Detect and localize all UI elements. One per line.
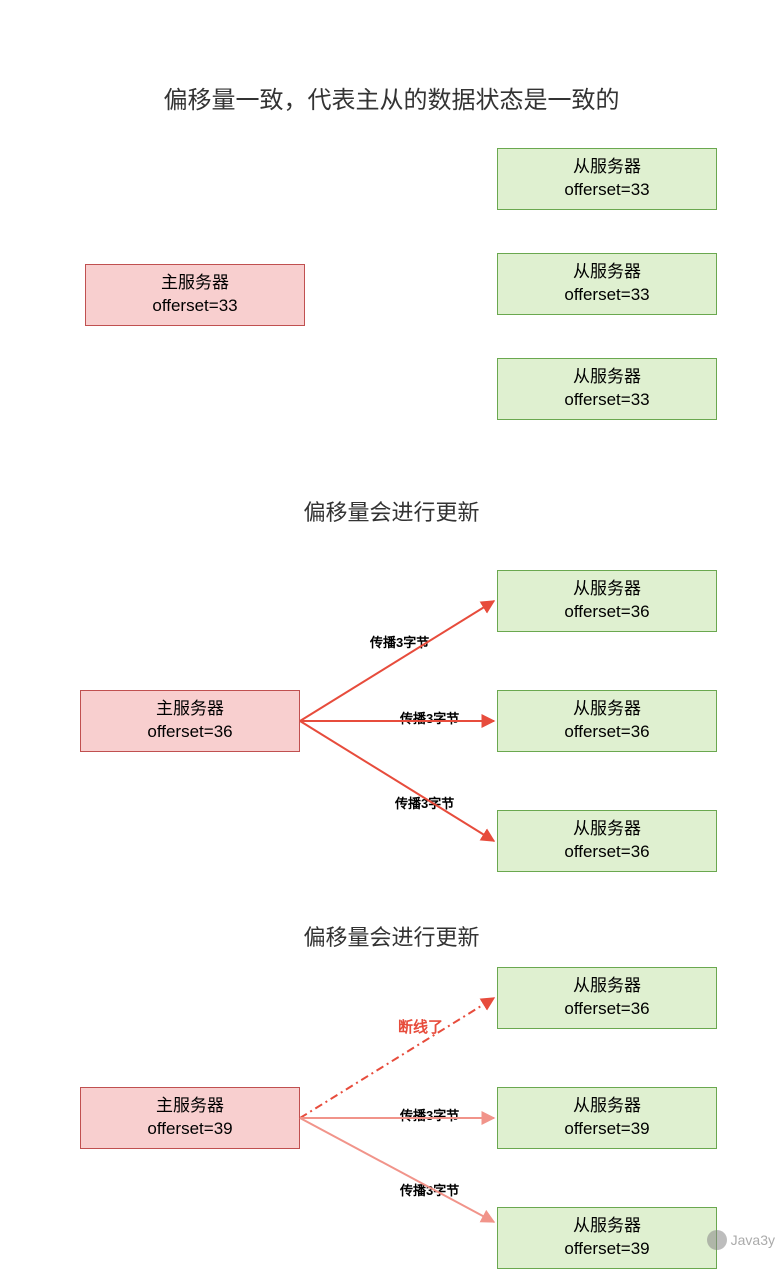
section2-edge-label-1: 传播3字节 bbox=[400, 708, 459, 727]
watermark: Java3y bbox=[707, 1230, 775, 1250]
section2-slave-box-2: 从服务器 offerset=36 bbox=[497, 810, 717, 872]
slave-offset: offerset=39 bbox=[564, 1118, 649, 1141]
slave-offset: offerset=36 bbox=[564, 601, 649, 624]
section2-edge-label-2: 传播3字节 bbox=[395, 793, 454, 812]
master-offset: offerset=36 bbox=[147, 721, 232, 744]
section2-slave-box-0: 从服务器 offerset=36 bbox=[497, 570, 717, 632]
slave-offset: offerset=36 bbox=[564, 998, 649, 1021]
slave-label: 从服务器 bbox=[573, 156, 641, 179]
section3-edge-label-2: 传播3字节 bbox=[400, 1180, 459, 1199]
section3-title: 偏移量会进行更新 bbox=[0, 920, 783, 952]
section2-master-box: 主服务器 offerset=36 bbox=[80, 690, 300, 752]
section1-title: 偏移量一致，代表主从的数据状态是一致的 bbox=[0, 80, 783, 115]
section3-slave-box-0: 从服务器 offerset=36 bbox=[497, 967, 717, 1029]
master-offset: offerset=39 bbox=[147, 1118, 232, 1141]
master-label: 主服务器 bbox=[156, 698, 224, 721]
watermark-text: Java3y bbox=[731, 1232, 775, 1248]
master-label: 主服务器 bbox=[161, 272, 229, 295]
section2-title: 偏移量会进行更新 bbox=[0, 495, 783, 527]
slave-offset: offerset=36 bbox=[564, 721, 649, 744]
slave-offset: offerset=36 bbox=[564, 841, 649, 864]
slave-offset: offerset=33 bbox=[564, 284, 649, 307]
slave-label: 从服务器 bbox=[573, 1215, 641, 1238]
slave-label: 从服务器 bbox=[573, 366, 641, 389]
slave-offset: offerset=33 bbox=[564, 179, 649, 202]
slave-label: 从服务器 bbox=[573, 1095, 641, 1118]
section1-slave-box-1: 从服务器 offerset=33 bbox=[497, 253, 717, 315]
slave-label: 从服务器 bbox=[573, 578, 641, 601]
slave-label: 从服务器 bbox=[573, 698, 641, 721]
section3-disconnect-label: 断线了 bbox=[398, 1016, 443, 1037]
section3-master-box: 主服务器 offerset=39 bbox=[80, 1087, 300, 1149]
slave-offset: offerset=39 bbox=[564, 1238, 649, 1261]
section3-slave-box-1: 从服务器 offerset=39 bbox=[497, 1087, 717, 1149]
section1-slave-box-0: 从服务器 offerset=33 bbox=[497, 148, 717, 210]
wechat-icon bbox=[707, 1230, 727, 1250]
slave-offset: offerset=33 bbox=[564, 389, 649, 412]
slave-label: 从服务器 bbox=[573, 975, 641, 998]
master-label: 主服务器 bbox=[156, 1095, 224, 1118]
section1-master-box: 主服务器 offerset=33 bbox=[85, 264, 305, 326]
section3-slave-box-2: 从服务器 offerset=39 bbox=[497, 1207, 717, 1269]
section1-slave-box-2: 从服务器 offerset=33 bbox=[497, 358, 717, 420]
section3-edge-label-1: 传播3字节 bbox=[400, 1105, 459, 1124]
slave-label: 从服务器 bbox=[573, 818, 641, 841]
section2-edge-label-0: 传播3字节 bbox=[370, 632, 429, 651]
section2-slave-box-1: 从服务器 offerset=36 bbox=[497, 690, 717, 752]
slave-label: 从服务器 bbox=[573, 261, 641, 284]
master-offset: offerset=33 bbox=[152, 295, 237, 318]
